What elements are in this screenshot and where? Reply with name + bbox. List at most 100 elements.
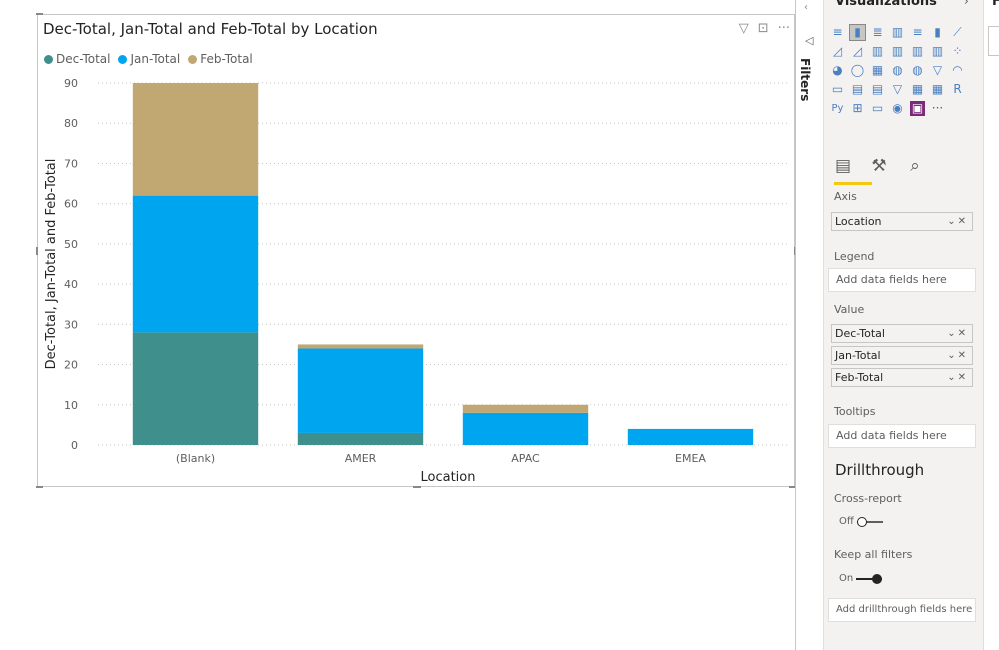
bar-segment[interactable] bbox=[297, 344, 424, 349]
area-chart-icon[interactable]: ◿ bbox=[832, 44, 843, 58]
field-controls-icon[interactable]: ⌄✕ bbox=[947, 372, 968, 383]
stacked-column-icon[interactable]: ▮ bbox=[849, 24, 866, 41]
bar-segment[interactable] bbox=[132, 332, 259, 445]
y-tick-label: 70 bbox=[64, 157, 78, 170]
line-clustered-column-icon[interactable]: ▥ bbox=[871, 44, 884, 58]
fields-tab-icon[interactable]: ▤ bbox=[834, 156, 852, 176]
line-chart-icon[interactable]: ⟋ bbox=[953, 25, 962, 39]
resize-handle-bottom-left[interactable] bbox=[36, 486, 43, 488]
treemap-icon[interactable]: ▦ bbox=[871, 63, 884, 77]
key-influencers-icon[interactable]: ⊞ bbox=[852, 101, 863, 115]
pie-chart-icon[interactable]: ◕ bbox=[832, 63, 843, 77]
map-icon[interactable]: ◍ bbox=[892, 63, 903, 77]
filter-funnel-icon: ◁ bbox=[805, 34, 814, 47]
stacked-bar-icon[interactable]: ≡ bbox=[832, 25, 843, 39]
axis-field-well[interactable]: Location ⌄✕ bbox=[831, 212, 973, 231]
fields-search-input[interactable] bbox=[988, 26, 999, 56]
bar-segment[interactable] bbox=[132, 195, 259, 333]
chart-plot: 0 10 20 30 40 50 60 70 80 90 (Blank) AMER APAC EMEA Lo… bbox=[44, 77, 788, 485]
100-stacked-bar-icon[interactable]: ≡ bbox=[912, 25, 923, 39]
clustered-bar-icon[interactable]: ≣ bbox=[872, 25, 883, 39]
bar-segment[interactable] bbox=[462, 404, 589, 413]
legend-label: Dec-Total bbox=[56, 52, 111, 66]
visualizations-title: Visualizations bbox=[835, 0, 937, 9]
field-controls-icon[interactable]: ⌄✕ bbox=[947, 328, 968, 339]
legend-item[interactable]: Feb-Total bbox=[188, 52, 253, 66]
bar-segment[interactable] bbox=[297, 432, 424, 445]
tooltips-drop-zone[interactable]: Add data fields here bbox=[828, 424, 976, 448]
python-visual-icon[interactable]: Py bbox=[831, 103, 844, 114]
chart-title: Dec-Total, Jan-Total and Feb-Total by Lo… bbox=[43, 20, 378, 38]
clustered-column-icon[interactable]: ▥ bbox=[891, 25, 904, 39]
pane-tabs: ▤ ⚒ ⌕ bbox=[832, 156, 926, 176]
more-options-icon[interactable]: ··· bbox=[777, 21, 790, 36]
arcgis-map-icon[interactable]: ◉ bbox=[892, 101, 903, 115]
active-tab-indicator bbox=[834, 182, 872, 185]
table-icon[interactable]: ▦ bbox=[911, 82, 924, 96]
toggle-state-text: Off bbox=[839, 516, 854, 527]
cross-report-toggle[interactable]: Off bbox=[839, 516, 883, 527]
value-field-well[interactable]: Feb-Total ⌄✕ bbox=[831, 368, 973, 387]
chevron-right-icon[interactable]: › bbox=[964, 0, 969, 8]
axis-field-name: Location bbox=[835, 215, 882, 228]
stacked-area-icon[interactable]: ◿ bbox=[852, 44, 863, 58]
field-controls-icon[interactable]: ⌄✕ bbox=[947, 350, 968, 361]
bar-segment[interactable] bbox=[132, 83, 259, 196]
scatter-chart-icon[interactable]: ⁘ bbox=[952, 44, 963, 58]
toggle-switch[interactable] bbox=[856, 516, 883, 527]
keep-filters-toggle[interactable]: On bbox=[839, 573, 883, 584]
ribbon-chart-icon[interactable]: ▥ bbox=[911, 44, 924, 58]
value-field-well[interactable]: Dec-Total ⌄✕ bbox=[831, 324, 973, 343]
waterfall-chart-icon[interactable]: ▥ bbox=[931, 44, 944, 58]
y-tick-label: 90 bbox=[64, 77, 78, 90]
r-visual-icon[interactable]: R bbox=[953, 82, 962, 96]
multi-row-card-icon[interactable]: ▤ bbox=[851, 82, 864, 96]
resize-handle-left[interactable] bbox=[36, 247, 38, 255]
legend-item[interactable]: Jan-Total bbox=[118, 52, 180, 66]
100-stacked-column-icon[interactable]: ▮ bbox=[934, 25, 941, 39]
focus-mode-icon[interactable]: ⊡ bbox=[757, 21, 769, 36]
filter-icon[interactable]: ▽ bbox=[738, 21, 749, 36]
collapse-arrow-icon[interactable]: ‹ bbox=[804, 2, 808, 13]
x-tick-label: (Blank) bbox=[176, 452, 215, 465]
bar-segment[interactable] bbox=[297, 348, 424, 433]
filled-map-icon[interactable]: ◍ bbox=[912, 63, 923, 77]
kpi-icon[interactable]: ▤ bbox=[871, 82, 884, 96]
y-tick-label: 60 bbox=[64, 198, 78, 211]
resize-handle-top-left[interactable] bbox=[36, 13, 43, 15]
filters-pane-label[interactable]: Filters bbox=[798, 58, 812, 102]
matrix-icon[interactable]: ▦ bbox=[931, 82, 944, 96]
bar-segment[interactable] bbox=[627, 428, 754, 445]
slicer-icon[interactable]: ▽ bbox=[892, 82, 903, 96]
line-stacked-column-icon[interactable]: ▥ bbox=[891, 44, 904, 58]
legend-marker bbox=[44, 54, 53, 64]
field-controls-icon[interactable]: ⌄✕ bbox=[947, 216, 968, 227]
more-visuals-icon[interactable]: ··· bbox=[931, 101, 944, 115]
donut-chart-icon[interactable]: ◯ bbox=[850, 63, 865, 77]
analytics-tab-icon[interactable]: ⌕ bbox=[910, 156, 920, 176]
custom-visual-icon[interactable]: ▣ bbox=[910, 101, 925, 116]
x-axis-title: Location bbox=[421, 470, 476, 485]
legend-marker bbox=[118, 54, 128, 64]
value-label: Value bbox=[834, 303, 865, 316]
funnel-chart-icon[interactable]: ▽ bbox=[932, 63, 943, 77]
filters-pane[interactable]: ‹ ◁ Filters bbox=[795, 0, 824, 650]
gauge-icon[interactable]: ◠ bbox=[952, 63, 963, 77]
drillthrough-drop-zone[interactable]: Add drillthrough fields here bbox=[828, 598, 976, 622]
toggle-state-text: On bbox=[839, 573, 854, 584]
format-tab-icon[interactable]: ⚒ bbox=[871, 156, 887, 176]
visual-type-gallery: ≡ ▮ ≣ ▥ ≡ ▮ ⟋ ◿ ◿ ▥ ▥ ▥ ▥ ⁘ ◕ ◯ ▦ ◍ ◍ ▽ ◠ ▭ ▤ ▤ ▽ ▦ ▦ R Py ⊞ ▭ ◉ ▣ ··· bbox=[830, 24, 980, 120]
value-field-well[interactable]: Jan-Total ⌄✕ bbox=[831, 346, 973, 365]
legend-drop-zone[interactable]: Add data fields here bbox=[828, 268, 976, 292]
legend-item[interactable]: Dec-Total bbox=[44, 52, 110, 66]
resize-handle-bottom-right[interactable] bbox=[789, 486, 796, 488]
qa-visual-icon[interactable]: ▭ bbox=[871, 101, 884, 115]
y-tick-label: 40 bbox=[64, 278, 78, 291]
chart-visual[interactable]: 0 10 20 30 40 50 60 70 80 90 (Blank) AMER APAC EMEA Lo… bbox=[36, 13, 796, 488]
bar-segment[interactable] bbox=[462, 412, 589, 445]
y-tick-label: 20 bbox=[64, 359, 78, 372]
resize-handle-bottom[interactable] bbox=[413, 486, 421, 488]
card-icon[interactable]: ▭ bbox=[831, 82, 844, 96]
toggle-switch[interactable] bbox=[856, 573, 883, 584]
